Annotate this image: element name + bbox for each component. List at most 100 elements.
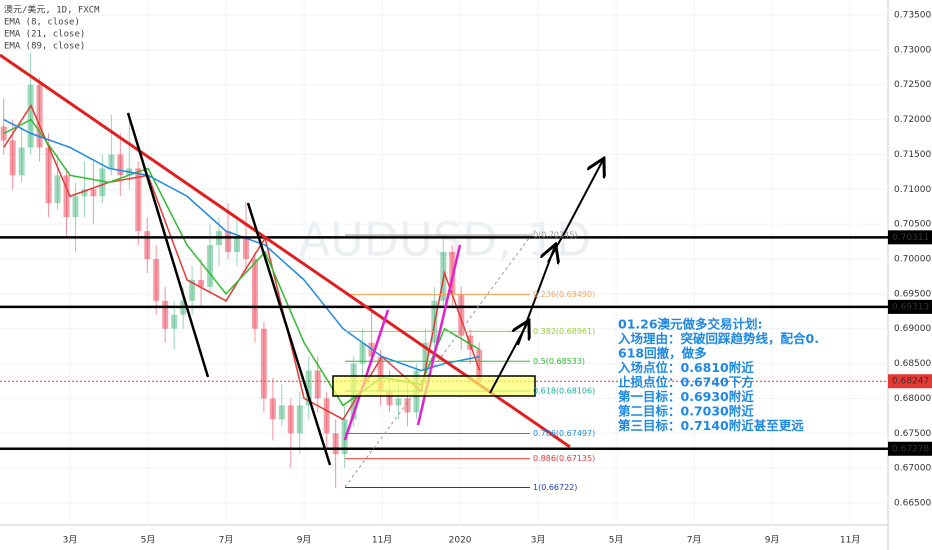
fib-label: 0.786(0.67497)	[533, 429, 595, 438]
fib-label: 0.5(0.68533)	[533, 357, 585, 366]
candle-body	[278, 405, 285, 420]
x-tick-label: 7月	[219, 535, 234, 546]
candle-body	[117, 154, 124, 176]
candle-body	[27, 84, 34, 148]
y-tick-label: 0.67500	[894, 429, 931, 439]
x-tick-label: 11月	[840, 535, 860, 546]
candle-body	[269, 398, 276, 420]
candle-body	[171, 314, 178, 329]
legend-entry: EMA (8, close)	[4, 18, 80, 28]
level-line-tag	[888, 299, 932, 314]
y-tick-label: 0.67000	[894, 464, 931, 474]
annotation-line: 01.26澳元做多交易计划:	[618, 317, 763, 332]
candle-body	[305, 370, 312, 406]
fib-trend	[344, 229, 536, 488]
candle-body	[72, 196, 79, 218]
annotation-line: 止损点位：0.6740下方	[618, 375, 754, 390]
candle-body	[395, 398, 402, 406]
candle-body	[314, 370, 321, 399]
candle-body	[476, 349, 483, 381]
trend-line	[343, 309, 390, 441]
candle-body	[242, 238, 249, 259]
y-tick-label: 0.69500	[894, 289, 931, 299]
candle-body	[18, 147, 25, 176]
entry-zone	[332, 375, 536, 397]
x-tick-label: 11月	[372, 535, 392, 546]
candle-body	[81, 189, 88, 197]
last-price-line-tag	[888, 374, 932, 389]
y-tick-label: 0.71500	[894, 150, 931, 160]
candle-body	[135, 168, 142, 232]
x-tick-label: 2020	[449, 536, 472, 546]
level-line-tag	[888, 441, 932, 456]
y-tick-label: 0.71000	[894, 185, 931, 195]
fib-label: 0.382(0.68961)	[533, 327, 595, 336]
annotation-line: 618回撤，做多	[618, 346, 707, 361]
x-tick-label: 9月	[765, 535, 780, 546]
candle-body	[377, 356, 384, 392]
candle-body	[386, 391, 393, 406]
marks	[0, 52, 888, 489]
y-tick-label: 0.72000	[894, 115, 931, 125]
candle-body	[108, 154, 115, 169]
fib-label: 0.886(0.67135)	[533, 454, 595, 463]
candle-body	[323, 398, 330, 434]
arrow	[547, 160, 603, 263]
fib-label: 0.618(0.68106)	[533, 387, 595, 396]
trend-line	[126, 112, 210, 378]
candle-body	[404, 398, 411, 413]
x-tick-label: 5月	[141, 535, 156, 546]
candle-body	[359, 342, 366, 364]
candle-body	[341, 419, 348, 455]
candle-body	[287, 405, 294, 434]
candle-body	[144, 231, 151, 259]
y-tick-label: 0.70000	[894, 255, 931, 265]
x-tick-label: 3月	[63, 535, 78, 546]
candle-body	[207, 245, 214, 287]
annotation-line: 入场理由：突破回踩趋势线，配合0.	[618, 331, 819, 346]
candle-body	[54, 175, 61, 204]
candle-body	[422, 342, 429, 371]
level-line-tag-label: 0.67278	[892, 444, 929, 454]
candle-body	[233, 238, 240, 253]
x-tick-label: 3月	[531, 535, 546, 546]
candle-body	[189, 279, 196, 301]
fib-label: 1(0.66722)	[533, 483, 577, 492]
candle-body	[224, 231, 231, 253]
annotation-line: 入场点位：0.6810附近	[618, 360, 754, 375]
fib-label: 0.236(0.69490)	[533, 290, 595, 299]
candle-body	[45, 147, 52, 204]
candle-body	[9, 140, 16, 176]
candle-body	[260, 328, 267, 399]
y-tick-label: 0.73000	[894, 45, 931, 55]
annotation-line: 第二目标：0.7030附近	[618, 404, 754, 419]
candle-body	[90, 189, 97, 197]
last-price-line-tag-label: 0.68247	[892, 377, 929, 387]
candle-body	[332, 433, 339, 455]
annotation-line: 第三目标：0.7140附近甚至更远	[618, 418, 804, 433]
trend-line	[246, 202, 332, 466]
x-tick-label: 5月	[609, 535, 624, 546]
candle-body	[162, 300, 169, 329]
fib-label: 0(0.70345)	[533, 230, 577, 239]
legend-entry: EMA (89, close)	[4, 42, 85, 52]
level-line-tag-label: 0.69313	[892, 302, 929, 312]
candle-body	[63, 175, 70, 218]
labels: 0.73500 0.73000 0.72500 0.72000 0.71500 0.710…	[4, 11, 932, 546]
x-tick-label: 7月	[687, 535, 702, 546]
level-line-tag-label: 0.70311	[892, 233, 929, 243]
level-line-tag	[888, 230, 932, 245]
y-tick-label: 0.66500	[894, 499, 931, 509]
candle-body	[198, 279, 205, 287]
arrow	[517, 246, 555, 346]
y-tick-label: 0.69000	[894, 324, 931, 334]
candle-body	[153, 259, 160, 301]
y-tick-label: 0.68000	[894, 394, 931, 404]
candle-body	[296, 405, 303, 434]
y-tick-label: 0.70500	[894, 220, 931, 230]
annotation-line: 第一目标：0.6930附近	[618, 389, 754, 404]
candle-body	[458, 293, 465, 336]
x-tick-label: 9月	[297, 535, 312, 546]
y-tick-label: 0.68500	[894, 359, 931, 369]
